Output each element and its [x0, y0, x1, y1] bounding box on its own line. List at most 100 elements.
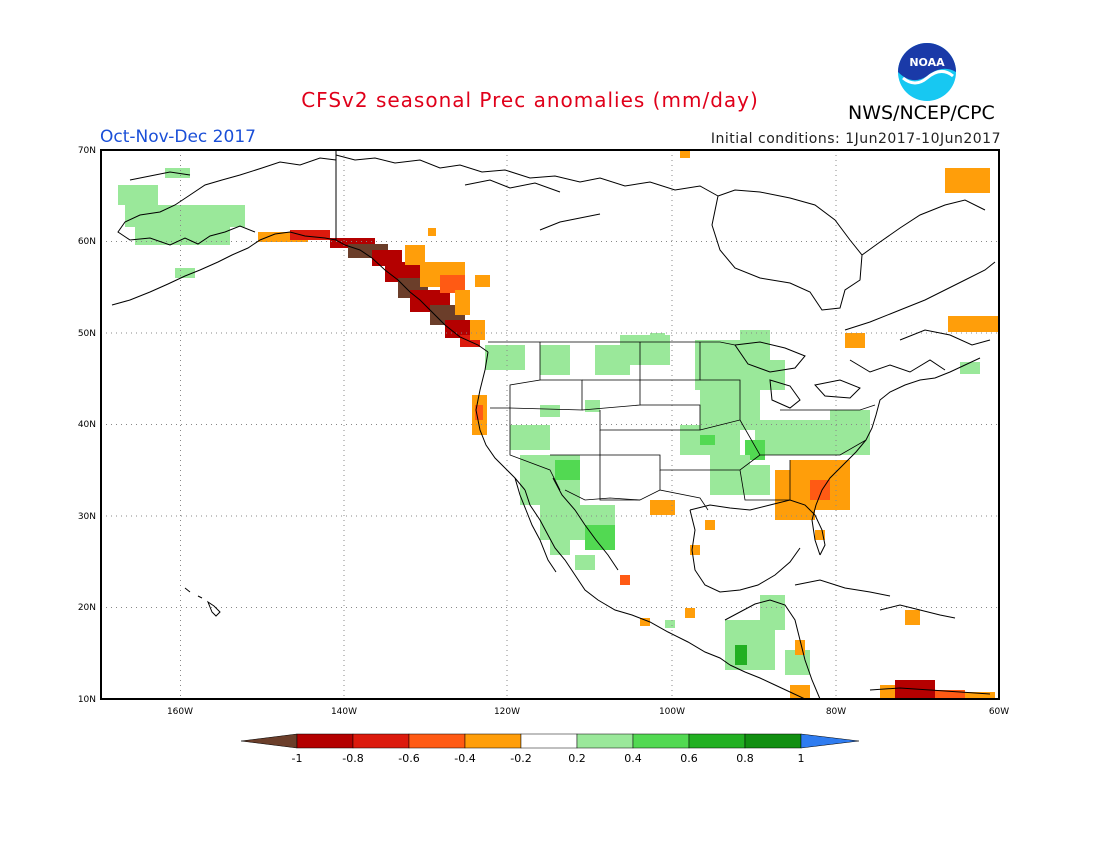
anomaly-cell — [665, 620, 675, 628]
lon-label: 100W — [659, 707, 685, 717]
season-label: Oct-Nov-Dec 2017 — [100, 127, 256, 147]
anomaly-cell — [118, 185, 158, 205]
anomaly-cell — [165, 168, 190, 178]
lon-label: 140W — [331, 707, 357, 717]
anomaly-cell — [785, 650, 810, 675]
anomaly-cell — [775, 470, 815, 520]
lat-label: 50N — [78, 329, 96, 339]
anomaly-cell — [650, 500, 675, 515]
anomaly-cells — [118, 150, 999, 699]
lon-label: 60W — [989, 707, 1009, 717]
anomaly-cell — [790, 685, 810, 699]
anomaly-cell — [965, 692, 995, 699]
lat-label: 60N — [78, 237, 96, 247]
anomaly-cell — [470, 320, 485, 340]
anomaly-cell — [585, 525, 615, 550]
anomaly-cell — [620, 335, 670, 365]
anomaly-cell — [650, 333, 665, 343]
anomaly-cell — [620, 575, 630, 585]
logo-text: NOAA — [909, 56, 945, 69]
anomaly-cell — [585, 400, 600, 412]
anomaly-cell — [475, 405, 483, 420]
anomaly-cell — [740, 330, 770, 355]
anomaly-cell — [905, 610, 920, 625]
anomaly-cell — [690, 545, 700, 555]
anomaly-cell — [735, 645, 747, 665]
anomaly-cell — [815, 530, 825, 540]
anomaly-cell — [710, 455, 750, 495]
anomaly-cell — [550, 540, 570, 555]
anomaly-cell — [685, 608, 695, 618]
anomaly-cell — [472, 395, 487, 435]
gridlines — [101, 150, 999, 699]
lon-label: 80W — [826, 707, 846, 717]
anomaly-cell — [348, 244, 388, 258]
anomaly-cell — [485, 345, 525, 370]
anomaly-cell — [960, 362, 980, 374]
anomaly-cell — [680, 150, 690, 158]
anomaly-cell — [700, 390, 760, 430]
anomaly-cell — [740, 465, 770, 495]
lon-label: 160W — [167, 707, 193, 717]
colorbar-tick: -0.2 — [510, 752, 531, 765]
colorbar-tick: -1 — [292, 752, 303, 765]
anomaly-cell — [745, 440, 765, 460]
anomaly-cell — [372, 250, 402, 266]
colorbar-tick: -0.4 — [454, 752, 475, 765]
anomaly-cell — [540, 345, 570, 375]
anomaly-cell — [810, 480, 830, 500]
anomaly-cell — [398, 278, 428, 298]
colorbar-ticks: -1 -0.8 -0.6 -0.4 -0.2 0.2 0.4 0.6 0.8 1 — [292, 752, 805, 765]
colorbar-low-arrow — [240, 733, 298, 749]
lat-label: 10N — [78, 695, 96, 705]
colorbar — [240, 733, 860, 749]
coastlines — [111, 150, 996, 699]
political-borders — [488, 341, 876, 511]
colorbar-swatch — [352, 733, 410, 749]
anomaly-cell — [755, 420, 870, 455]
anomaly-cell — [555, 460, 580, 480]
colorbar-tick: 1 — [798, 752, 805, 765]
anomaly-cell — [795, 640, 805, 655]
colorbar-tick: 0.4 — [624, 752, 642, 765]
anomaly-cell — [640, 618, 650, 626]
colorbar-tick: -0.8 — [342, 752, 363, 765]
anomaly-cell — [175, 268, 195, 278]
anomaly-cell — [700, 435, 715, 445]
map-title: CFSv2 seasonal Prec anomalies (mm/day) — [301, 88, 759, 112]
anomaly-cell — [445, 320, 470, 338]
anomaly-cell — [595, 345, 630, 375]
anomaly-cell — [948, 316, 999, 332]
anomaly-cell — [695, 340, 770, 390]
anomaly-cell — [945, 168, 990, 193]
lat-label: 70N — [78, 146, 96, 156]
anomaly-cell — [540, 405, 560, 417]
lon-labels: 160W 140W 120W 100W 80W 60W — [167, 707, 1009, 717]
anomaly-cell — [510, 425, 550, 450]
anomaly-cell — [680, 425, 740, 455]
lat-label: 30N — [78, 512, 96, 522]
anomaly-cell — [705, 520, 715, 530]
lat-label: 20N — [78, 603, 96, 613]
anomaly-cell — [845, 333, 865, 348]
colorbar-swatch — [632, 733, 690, 749]
anomaly-cell — [135, 225, 230, 245]
anomaly-cell — [290, 230, 330, 240]
colorbar-swatch — [576, 733, 634, 749]
anomaly-cell — [725, 620, 775, 670]
anomaly-cell — [520, 455, 580, 505]
colorbar-swatch — [408, 733, 466, 749]
anomaly-cell — [330, 238, 375, 248]
anomaly-cell — [760, 595, 785, 630]
colorbar-tick: 0.6 — [680, 752, 698, 765]
anomaly-cell — [460, 335, 480, 347]
anomaly-cell — [410, 290, 450, 312]
colorbar-tick: 0.2 — [568, 752, 586, 765]
lat-label: 40N — [78, 420, 96, 430]
anomaly-cell — [440, 275, 465, 293]
anomaly-cell — [258, 232, 308, 242]
colorbar-swatch — [464, 733, 522, 749]
anomaly-cell — [830, 410, 870, 430]
anomaly-cell — [570, 505, 615, 540]
map-frame — [100, 149, 1000, 700]
